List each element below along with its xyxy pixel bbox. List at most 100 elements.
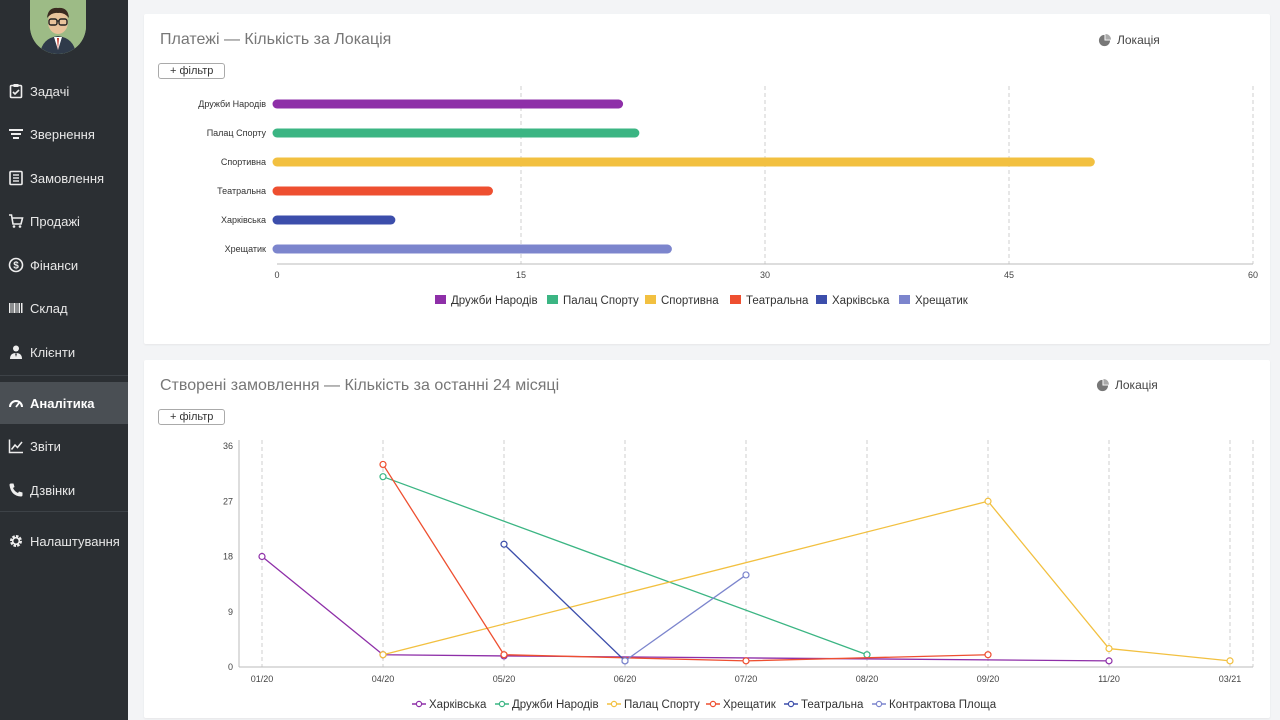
x-tick-label: 0	[274, 270, 279, 280]
pie-chart-icon	[1098, 33, 1111, 46]
sidebar-item-label: Клієнти	[30, 344, 76, 360]
sidebar-item-label: Продажі	[30, 213, 80, 229]
pie-chart-icon	[1096, 378, 1109, 391]
legend-label: Театральна	[746, 295, 809, 307]
legend-marker	[875, 700, 883, 708]
sidebar-item-9[interactable]: Звіти	[0, 425, 128, 467]
sidebar-item-label: Налаштування	[30, 533, 120, 549]
dollar-circle-icon: $	[8, 257, 24, 273]
sidebar-item-label: Фінанси	[30, 257, 79, 273]
y-tick-label: 18	[223, 552, 233, 562]
clipboard-check-icon	[8, 83, 24, 99]
legend-marker	[610, 700, 618, 708]
sidebar-item-6[interactable]: Склад	[0, 287, 128, 329]
filter-icon	[8, 126, 24, 142]
sidebar-item-label: Склад	[30, 300, 68, 316]
legend-label: Дружби Народів	[512, 699, 599, 711]
data-point	[621, 657, 629, 665]
x-tick-label: 06/20	[614, 674, 637, 684]
sidebar-item-8[interactable]: Аналітика	[0, 382, 128, 424]
x-tick-label: 05/20	[493, 674, 516, 684]
data-point	[379, 473, 387, 481]
payments-card: Платежі — Кількість за Локація Локація +…	[144, 14, 1270, 344]
data-point	[379, 460, 387, 469]
series-line	[624, 574, 747, 662]
legend-swatch	[435, 295, 446, 304]
legend-label: Харківська	[429, 699, 487, 711]
y-category-label: Хрещатик	[225, 244, 266, 254]
avatar[interactable]	[30, 0, 86, 54]
legend-swatch	[816, 295, 827, 304]
x-tick-label: 60	[1248, 270, 1258, 280]
sidebar-item-label: Звернення	[30, 126, 95, 142]
x-tick-label: 07/20	[735, 674, 758, 684]
data-point	[742, 571, 750, 579]
legend-marker	[709, 700, 717, 708]
sidebar-item-10[interactable]: Дзвінки	[0, 469, 128, 511]
legend-label: Харківська	[832, 295, 890, 307]
card-title: Платежі — Кількість за Локація	[160, 31, 392, 48]
data-point	[984, 651, 992, 659]
group-by-toggle[interactable]: Локація	[1098, 33, 1160, 47]
y-tick-label: 9	[228, 607, 233, 617]
legend-label: Спортивна	[661, 295, 719, 307]
sidebar-item-4[interactable]: Продажі	[0, 200, 128, 242]
legend-label: Палац Спорту	[624, 699, 700, 711]
data-point	[984, 497, 992, 505]
data-point	[500, 651, 508, 659]
phone-icon	[8, 482, 24, 498]
sidebar-item-5[interactable]: $ Фінанси	[0, 244, 128, 286]
legend-label: Палац Спорту	[563, 295, 639, 307]
data-point	[742, 657, 750, 665]
legend-label: Контрактова Площа	[889, 699, 997, 711]
x-tick-label: 01/20	[251, 674, 274, 684]
y-tick-label: 27	[223, 496, 233, 506]
group-by-toggle[interactable]: Локація	[1096, 378, 1158, 392]
sidebar-item-label: Аналітика	[30, 395, 95, 411]
x-tick-label: 11/20	[1098, 674, 1120, 684]
nav-divider	[0, 511, 128, 512]
sidebar-item-label: Звіти	[30, 438, 61, 454]
data-point	[258, 552, 266, 561]
data-point	[863, 651, 871, 659]
legend-label: Хрещатик	[723, 699, 777, 711]
sidebar-item-3[interactable]: Замовлення	[0, 157, 128, 199]
barcode-icon	[8, 300, 24, 316]
sidebar: Задачі Звернення Замовлення Продажі $ Фінанси…	[0, 0, 128, 720]
legend-label: Дружби Народів	[451, 295, 538, 307]
svg-text:$: $	[13, 261, 19, 272]
filter-button[interactable]: + фільтр	[158, 63, 226, 79]
sidebar-item-1[interactable]: Задачі	[0, 70, 128, 112]
legend-label: Хрещатик	[915, 295, 969, 307]
x-tick-label: 15	[516, 270, 526, 280]
series-line	[503, 543, 626, 662]
x-tick-label: 03/21	[1219, 674, 1242, 684]
sidebar-item-7[interactable]: Клієнти	[0, 331, 128, 373]
x-tick-label: 09/20	[977, 674, 1000, 684]
cart-icon	[8, 213, 24, 229]
sidebar-item-label: Замовлення	[30, 170, 105, 186]
dashboard-gauge-icon	[8, 395, 24, 411]
data-point	[379, 651, 387, 659]
legend-marker	[498, 700, 506, 708]
sidebar-item-11[interactable]: Налаштування	[0, 520, 128, 562]
bar-chart: 0 15 30 45 60 Дружби Народів Палац Спорту Спорт…	[198, 86, 1258, 307]
legend-marker	[415, 700, 423, 708]
legend-swatch	[645, 295, 656, 304]
ledger-icon	[8, 170, 24, 186]
y-category-label: Харківська	[221, 215, 266, 225]
x-tick-label: 04/20	[372, 674, 395, 684]
group-by-label: Локація	[1117, 33, 1160, 47]
series-line	[261, 555, 1110, 662]
line-chart: 0 9 18 27 36 01/20 04/20 05/20 06/20 07/20 08/20 09…	[223, 440, 1254, 711]
user-tie-icon	[8, 344, 24, 360]
data-point	[1105, 644, 1113, 653]
sidebar-item-2[interactable]: Звернення	[0, 113, 128, 155]
y-category-label: Спортивна	[221, 157, 266, 167]
data-point	[1105, 657, 1113, 665]
filter-button[interactable]: + фільтр	[158, 409, 226, 425]
line-chart-icon	[8, 438, 24, 454]
data-point	[1226, 657, 1234, 665]
legend-swatch	[730, 295, 741, 304]
x-tick-label: 08/20	[856, 674, 879, 684]
